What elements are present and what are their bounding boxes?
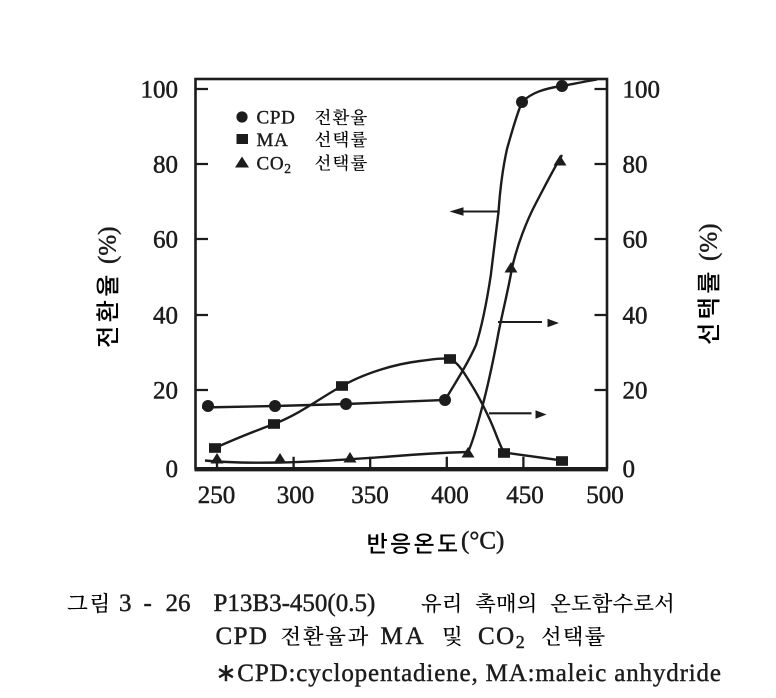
svg-text:40: 40 — [623, 302, 648, 329]
svg-text:P13B3-450(0.5): P13B3-450(0.5) — [214, 590, 376, 617]
svg-text:40: 40 — [153, 302, 178, 329]
svg-text:450: 450 — [506, 482, 544, 509]
svg-text:(%): (%) — [95, 227, 122, 264]
svg-text:350: 350 — [351, 482, 389, 509]
svg-text:-: - — [144, 590, 152, 617]
svg-text:0: 0 — [623, 456, 636, 483]
svg-text:0: 0 — [166, 456, 179, 483]
svg-text:(°C): (°C) — [461, 528, 504, 555]
svg-text:100: 100 — [623, 76, 661, 103]
svg-text:400: 400 — [431, 482, 469, 509]
svg-text:CPD: CPD — [257, 108, 296, 129]
svg-text:(%): (%) — [696, 224, 723, 261]
svg-text:26: 26 — [166, 590, 191, 617]
svg-text:3: 3 — [119, 590, 132, 617]
svg-text:60: 60 — [623, 226, 648, 253]
svg-text:20: 20 — [623, 377, 648, 404]
svg-text:CPD: CPD — [216, 623, 269, 650]
svg-text:M: M — [381, 623, 403, 650]
svg-text:∗CPD:cyclopentadiene, MA:malei: ∗CPD:cyclopentadiene, MA:maleic anhydrid… — [216, 660, 722, 687]
svg-text:MA: MA — [257, 130, 289, 151]
svg-text:CO2: CO2 — [257, 154, 292, 177]
svg-text:80: 80 — [623, 151, 648, 178]
svg-text:60: 60 — [153, 226, 178, 253]
svg-text:20: 20 — [153, 377, 178, 404]
svg-text:250: 250 — [198, 482, 236, 509]
svg-text:500: 500 — [586, 482, 624, 509]
svg-text:CO2: CO2 — [478, 623, 526, 652]
svg-text:100: 100 — [141, 76, 179, 103]
svg-text:A: A — [406, 623, 424, 650]
svg-text:300: 300 — [277, 482, 315, 509]
svg-text:80: 80 — [153, 151, 178, 178]
